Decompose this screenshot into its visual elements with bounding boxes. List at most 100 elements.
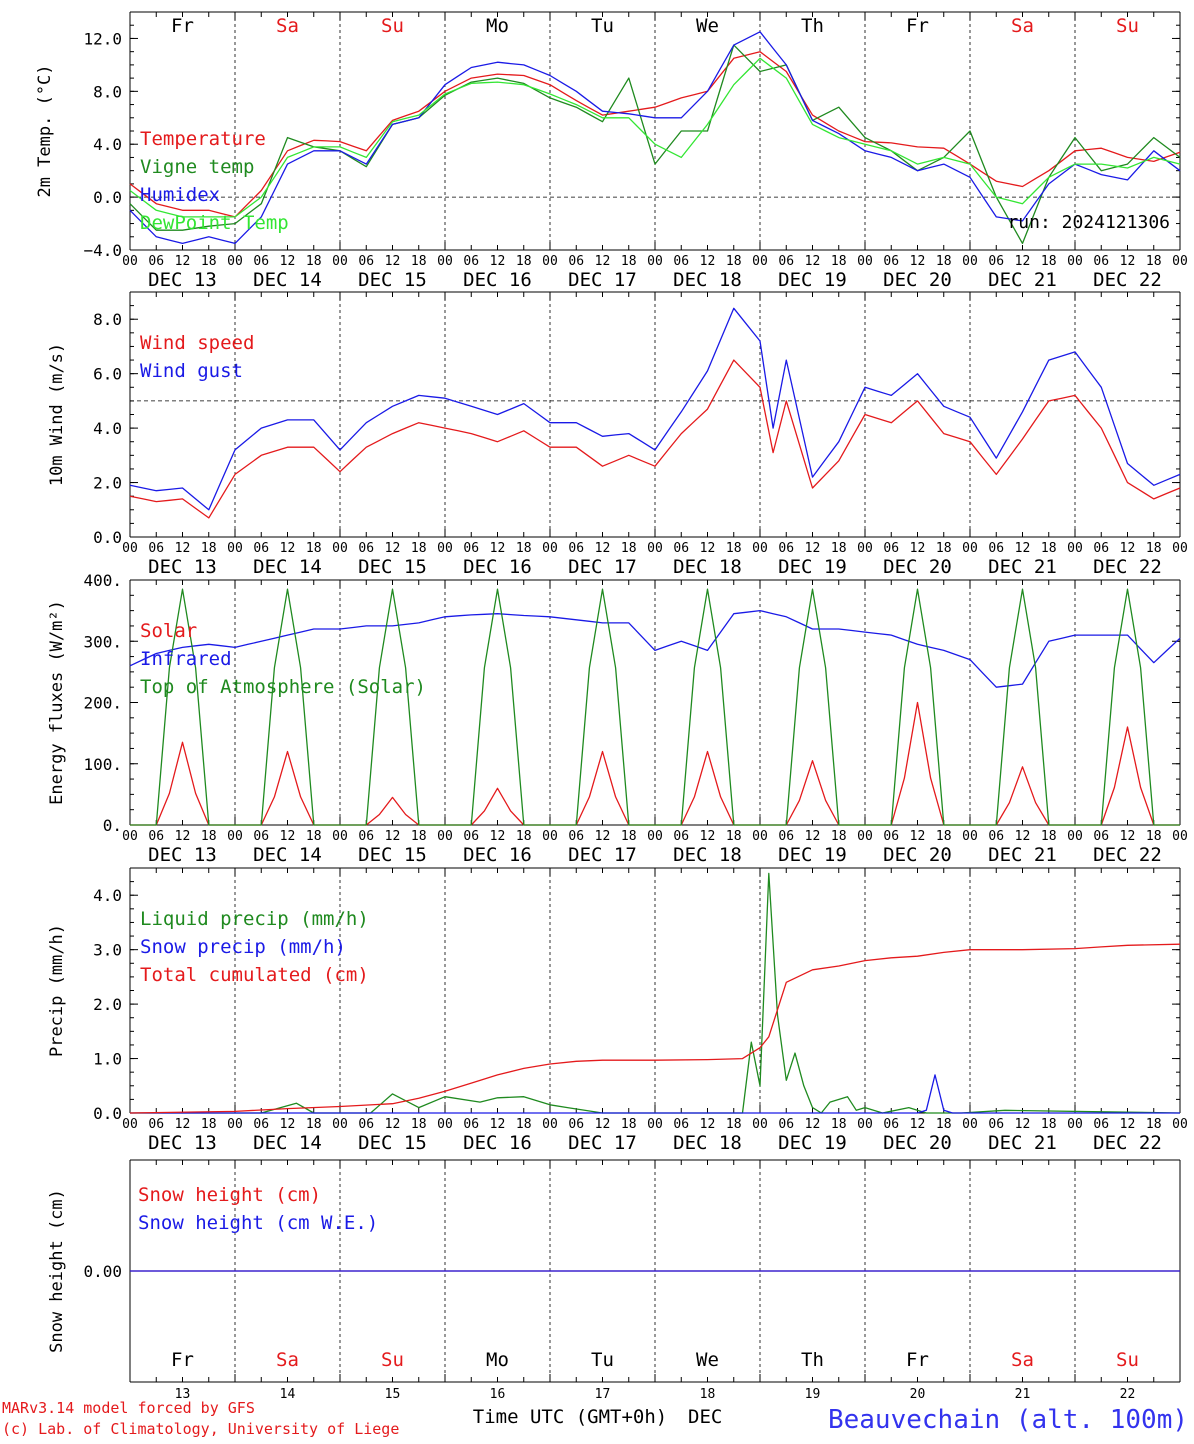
weekday-label: Fr xyxy=(906,15,929,37)
weekday-label: Th xyxy=(801,15,824,37)
weekday-label: Th xyxy=(801,1349,824,1371)
legend-entry: Top of Atmosphere (Solar) xyxy=(140,676,426,698)
lab-credit: (c) Lab. of Climatology, University of L… xyxy=(2,1420,399,1438)
hour-tick-label: 06 xyxy=(463,1117,479,1132)
day-number-label: 15 xyxy=(385,1387,401,1402)
hour-tick-label: 18 xyxy=(1146,1117,1162,1132)
hour-tick-label: 06 xyxy=(148,254,164,269)
hour-tick-label: 06 xyxy=(358,541,374,556)
date-label: DEC 17 xyxy=(568,556,637,578)
y-tick-label: 2.0 xyxy=(93,474,122,493)
hour-tick-label: 06 xyxy=(568,829,584,844)
weekday-label: Mo xyxy=(486,15,509,37)
hour-tick-label: 18 xyxy=(831,254,847,269)
hour-tick-label: 12 xyxy=(385,541,401,556)
legend-entry: DewPoint Temp xyxy=(140,212,289,234)
date-label: DEC 20 xyxy=(883,844,952,866)
y-tick-label: 3.0 xyxy=(93,941,122,960)
hour-tick-label: 18 xyxy=(1146,254,1162,269)
y-axis-label: Energy fluxes (W/m²) xyxy=(47,600,67,805)
hour-tick-label: 00 xyxy=(122,829,138,844)
date-label: DEC 20 xyxy=(883,269,952,291)
weekday-label: Sa xyxy=(1011,1349,1034,1371)
hour-tick-label: 06 xyxy=(463,254,479,269)
y-tick-label: 2.0 xyxy=(93,995,122,1014)
date-label: DEC 15 xyxy=(358,269,427,291)
hour-tick-label: 12 xyxy=(1120,1117,1136,1132)
hour-tick-label: 12 xyxy=(490,829,506,844)
hour-tick-label: 18 xyxy=(1146,829,1162,844)
legend-entry: Wind speed xyxy=(140,332,254,354)
hour-tick-label: 18 xyxy=(726,1117,742,1132)
series-line-dewpoint-temp xyxy=(129,57,1181,218)
hour-tick-label: 00 xyxy=(647,829,663,844)
hour-tick-label: 00 xyxy=(962,1117,978,1132)
hour-tick-label: 12 xyxy=(1015,541,1031,556)
model-credit: MARv3.14 model forced by GFS xyxy=(2,1399,255,1417)
hour-tick-label: 06 xyxy=(988,254,1004,269)
y-tick-label: 4.0 xyxy=(93,135,122,154)
hour-tick-label: 00 xyxy=(647,254,663,269)
hour-tick-label: 12 xyxy=(700,254,716,269)
hour-tick-label: 00 xyxy=(1172,1117,1188,1132)
hour-tick-label: 18 xyxy=(621,829,637,844)
hour-tick-label: 12 xyxy=(1015,829,1031,844)
legend-entry: Humidex xyxy=(140,184,220,206)
legend-entry: Infrared xyxy=(140,648,232,670)
hour-tick-label: 00 xyxy=(857,1117,873,1132)
hour-tick-label: 00 xyxy=(437,1117,453,1132)
hour-tick-label: 12 xyxy=(805,1117,821,1132)
date-label: DEC 21 xyxy=(988,1132,1057,1154)
hour-tick-label: 06 xyxy=(673,254,689,269)
hour-tick-label: 00 xyxy=(437,829,453,844)
hour-tick-label: 00 xyxy=(437,254,453,269)
hour-tick-label: 06 xyxy=(568,1117,584,1132)
energy-panel: 0. 100. 200. 300. 400. Energy fluxes (W/m²) So… xyxy=(47,571,1188,866)
hour-tick-label: 18 xyxy=(411,829,427,844)
y-tick-label: 4.0 xyxy=(93,886,122,905)
y-tick-label: 0.0 xyxy=(93,188,122,207)
date-label: DEC 20 xyxy=(883,1132,952,1154)
hour-tick-label: 18 xyxy=(1146,541,1162,556)
date-label: DEC 19 xyxy=(778,269,847,291)
y-tick-label: 8.0 xyxy=(93,310,122,329)
hour-tick-label: 18 xyxy=(726,541,742,556)
series-line-wind-gust xyxy=(129,307,1181,511)
hour-tick-label: 18 xyxy=(411,254,427,269)
hour-tick-label: 06 xyxy=(673,829,689,844)
hour-tick-label: 06 xyxy=(988,1117,1004,1132)
weekday-label: Mo xyxy=(486,1349,509,1371)
y-tick-label: 6.0 xyxy=(93,365,122,384)
hour-tick-label: 18 xyxy=(936,1117,952,1132)
date-label: DEC 13 xyxy=(148,269,217,291)
hour-tick-label: 06 xyxy=(568,541,584,556)
date-label: DEC 22 xyxy=(1093,269,1162,291)
y-tick-label: 200. xyxy=(83,694,122,713)
weekday-label: Fr xyxy=(171,15,194,37)
hour-tick-label: 18 xyxy=(936,541,952,556)
hour-tick-label: 00 xyxy=(542,254,558,269)
legend-entry: Wind gust xyxy=(140,360,243,382)
hour-tick-label: 00 xyxy=(542,829,558,844)
date-label: DEC 22 xyxy=(1093,844,1162,866)
weekday-label: Sa xyxy=(1011,15,1034,37)
hour-tick-label: 12 xyxy=(910,541,926,556)
hour-tick-label: 12 xyxy=(385,1117,401,1132)
legend-entry: Solar xyxy=(140,620,197,642)
hour-tick-label: 18 xyxy=(306,829,322,844)
date-label: DEC 17 xyxy=(568,1132,637,1154)
hour-tick-label: 00 xyxy=(332,829,348,844)
series-line-vigne-temp xyxy=(129,44,1181,245)
weekday-label: Tu xyxy=(591,1349,614,1371)
hour-tick-label: 18 xyxy=(201,829,217,844)
day-number-label: 13 xyxy=(175,1387,191,1402)
date-label: DEC 19 xyxy=(778,1132,847,1154)
hour-tick-label: 06 xyxy=(358,254,374,269)
day-number-label: 19 xyxy=(805,1387,821,1402)
hour-tick-label: 18 xyxy=(516,254,532,269)
hour-tick-label: 12 xyxy=(700,1117,716,1132)
weekday-label: Sa xyxy=(276,1349,299,1371)
series-line-infrared xyxy=(129,609,1181,688)
date-label: DEC 13 xyxy=(148,556,217,578)
